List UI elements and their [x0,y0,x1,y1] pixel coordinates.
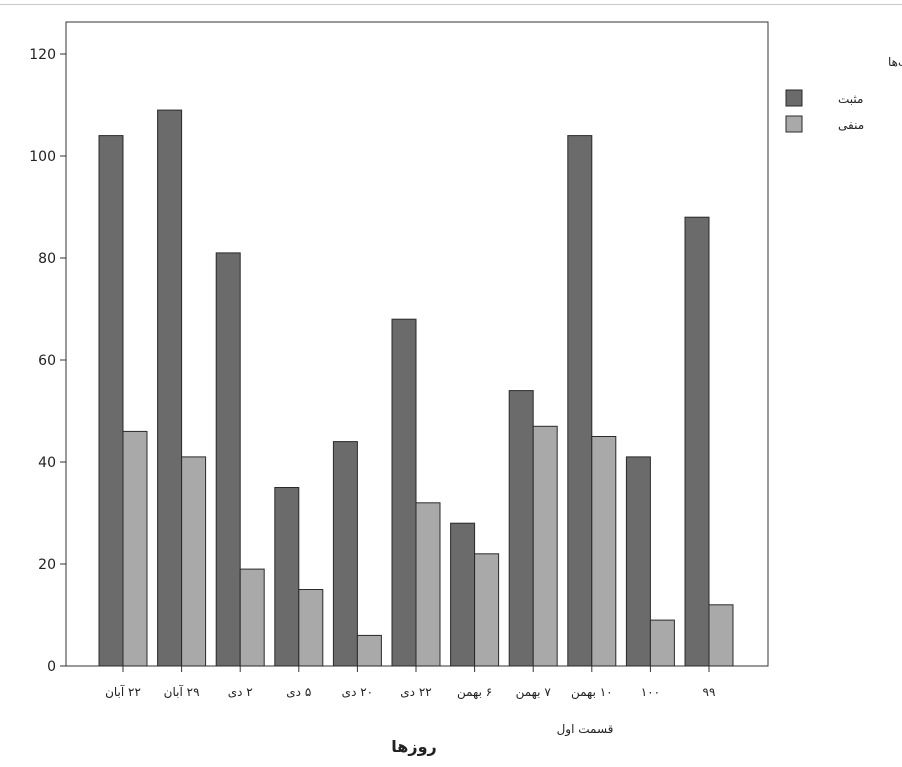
x-tick-label: ۱۰۰ [641,685,660,699]
bar-negative [181,456,207,667]
x-axis-title: روزها [391,737,436,756]
y-tick-label: 0 [47,659,56,675]
bar-negative [122,430,148,667]
x-tick-label: ۱۰ بهمن [571,685,613,700]
bar-positive [567,135,593,667]
legend-swatch [785,89,803,107]
bar-positive [625,456,651,667]
x-tick-label: ۲۰ دی [342,685,373,699]
category-note: قسمت اول [557,722,614,737]
y-tick-label: 120 [29,47,56,63]
bar-positive [215,252,241,667]
y-tick-label: 60 [38,353,56,369]
bar-positive [157,109,183,667]
bar-positive [274,487,300,667]
bar-positive [332,441,358,667]
legend: سوگیری کامنت‌ها مثبت منفی [785,55,902,133]
bar-positive [684,216,710,667]
x-tick-label: ۵ دی [286,685,311,699]
bar-negative [239,568,265,667]
y-tick-label: 100 [29,149,56,165]
bar-positive [508,390,534,667]
bar-negative [474,553,500,667]
x-axis: ۲۲ آبان ۲۹ آبان ۲ دی ۵ دی ۲۰ دی ۲۲ دی ۶ بهمن ۷ … [105,666,715,700]
top-rule [0,4,902,5]
bar-negative [298,589,324,667]
x-tick-label: ۲۲ آبان [105,684,141,699]
bar-negative [415,502,441,667]
bar-positive [391,318,417,667]
bar-negative [591,436,617,667]
x-tick-label: ۷ بهمن [516,685,552,700]
legend-title: سوگیری کامنت‌ها [888,55,902,70]
legend-label: منفی [838,118,864,132]
x-tick-label: ۲۹ آبان [164,684,200,699]
bar-negative [356,634,382,667]
y-axis: 0 20 40 60 80 100 120 [29,47,66,675]
bar-negative [708,604,734,667]
y-tick-label: 40 [38,455,56,471]
y-tick-label: 20 [38,557,56,573]
legend-swatch [785,115,803,133]
x-tick-label: ۶ بهمن [457,685,492,700]
legend-label: مثبت [838,92,863,106]
bar-negative [532,425,558,667]
x-tick-label: ۹۹ [703,685,716,699]
bar-positive [98,135,124,667]
x-tick-label: ۲ دی [228,685,253,699]
bars-group [98,109,734,667]
x-tick-label: ۲۲ دی [400,685,431,699]
bar-positive [450,522,476,667]
y-tick-label: 80 [38,251,56,267]
bar-negative [649,619,675,667]
